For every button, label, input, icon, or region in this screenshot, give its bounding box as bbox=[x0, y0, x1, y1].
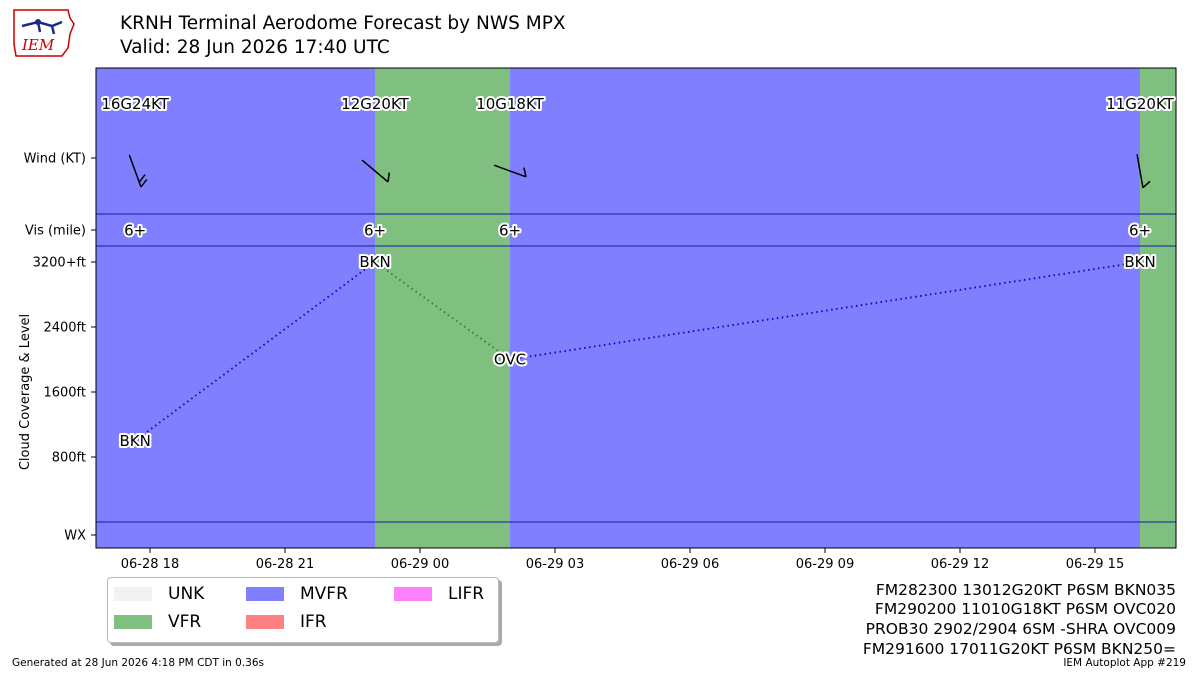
wind-label: 10G18KT bbox=[476, 95, 544, 113]
legend-label-mvfr: MVFR bbox=[300, 584, 348, 604]
taf-line: PROB30 2902/2904 6SM -SHRA OVC009 bbox=[865, 620, 1176, 638]
y-axis-label: Cloud Coverage & Level bbox=[18, 314, 33, 470]
cloud-level-line bbox=[509, 261, 1141, 361]
footer-generated: Generated at 28 Jun 2026 4:18 PM CDT in … bbox=[12, 657, 265, 669]
legend-item-lifr: LIFR bbox=[394, 584, 484, 604]
legend-item-mvfr: MVFR bbox=[246, 584, 348, 604]
legend: UNK VFR MVFR IFR LIFR bbox=[107, 577, 499, 643]
cloud-tick-label: 1600ft bbox=[43, 386, 86, 401]
wind-barb-feather bbox=[387, 172, 391, 183]
wind-barb bbox=[493, 164, 527, 178]
category-span-mvfr bbox=[510, 68, 1140, 548]
x-tick-label: 06-29 09 bbox=[796, 557, 854, 572]
legend-label-lifr: LIFR bbox=[448, 584, 485, 604]
category-span-vfr bbox=[1140, 68, 1176, 548]
cloud-cover-label: BKN bbox=[1124, 253, 1155, 271]
vis-label: 6+ bbox=[499, 222, 521, 240]
wind-barb-feather bbox=[1142, 180, 1151, 189]
cloud-cover-label: BKN bbox=[119, 432, 150, 450]
wind-barb-feather bbox=[140, 178, 148, 188]
x-tick-label: 06-29 00 bbox=[391, 557, 449, 572]
legend-swatch-mvfr bbox=[246, 587, 284, 601]
x-tick-label: 06-28 21 bbox=[256, 557, 314, 572]
wind-barb bbox=[1136, 154, 1151, 189]
x-tick-label: 06-29 12 bbox=[931, 557, 989, 572]
x-tick-label: 06-29 15 bbox=[1066, 557, 1124, 572]
vis-label: 6+ bbox=[1129, 222, 1151, 240]
wind-barb-shaft bbox=[493, 164, 527, 178]
category-span-vfr bbox=[375, 68, 510, 548]
logo-text: IEM bbox=[21, 36, 55, 54]
vis-label: 6+ bbox=[124, 222, 146, 240]
wind-barb-shaft bbox=[1136, 154, 1144, 188]
legend-label-ifr: IFR bbox=[300, 612, 327, 632]
vis-label: 6+ bbox=[364, 222, 386, 240]
legend-swatch-vfr bbox=[114, 615, 152, 629]
taf-line: FM291600 17011G20KT P6SM BKN250= bbox=[862, 640, 1176, 658]
legend-swatch-unk bbox=[114, 587, 152, 601]
legend-swatch-lifr bbox=[394, 587, 432, 601]
wind-barb bbox=[128, 154, 148, 188]
cloud-cover-label: OVC bbox=[494, 351, 526, 369]
iem-logo: IEM bbox=[13, 9, 75, 57]
row-label: Wind (KT) bbox=[24, 152, 86, 167]
x-tick-label: 06-29 03 bbox=[526, 557, 584, 572]
chart-valid-time: Valid: 28 Jun 2026 17:40 UTC bbox=[120, 37, 390, 58]
legend-label-vfr: VFR bbox=[168, 612, 202, 632]
wind-barb-feather bbox=[138, 174, 146, 183]
row-label: Vis (mile) bbox=[25, 224, 86, 239]
wind-barb-shaft bbox=[361, 159, 389, 183]
row-label: WX bbox=[64, 529, 86, 544]
wind-barb-feather bbox=[523, 167, 527, 177]
footer-app: IEM Autoplot App #219 bbox=[1063, 657, 1186, 669]
wind-label: 11G20KT bbox=[1106, 95, 1174, 113]
legend-item-vfr: VFR bbox=[114, 612, 201, 632]
legend-item-unk: UNK bbox=[114, 584, 204, 604]
legend-label-unk: UNK bbox=[168, 584, 205, 604]
legend-item-ifr: IFR bbox=[246, 612, 327, 632]
legend-swatch-ifr bbox=[246, 615, 284, 629]
x-tick-label: 06-29 06 bbox=[661, 557, 719, 572]
chart-title: KRNH Terminal Aerodome Forecast by NWS M… bbox=[120, 13, 566, 34]
wind-label: 16G24KT bbox=[101, 95, 169, 113]
cloud-tick-label: 2400ft bbox=[43, 321, 86, 336]
wind-barb bbox=[361, 159, 391, 183]
x-tick-label: 06-28 18 bbox=[121, 557, 179, 572]
plot-frame bbox=[95, 67, 1177, 549]
wind-label: 12G20KT bbox=[341, 95, 409, 113]
cloud-tick-label: 3200+ft bbox=[33, 256, 86, 271]
category-span-mvfr bbox=[96, 68, 375, 548]
taf-line: FM290200 11010G18KT P6SM OVC020 bbox=[874, 600, 1176, 618]
cloud-tick-label: 800ft bbox=[52, 451, 86, 466]
cloud-cover-label: BKN bbox=[359, 253, 390, 271]
taf-line: FM282300 13012G20KT P6SM BKN035 bbox=[875, 581, 1176, 599]
